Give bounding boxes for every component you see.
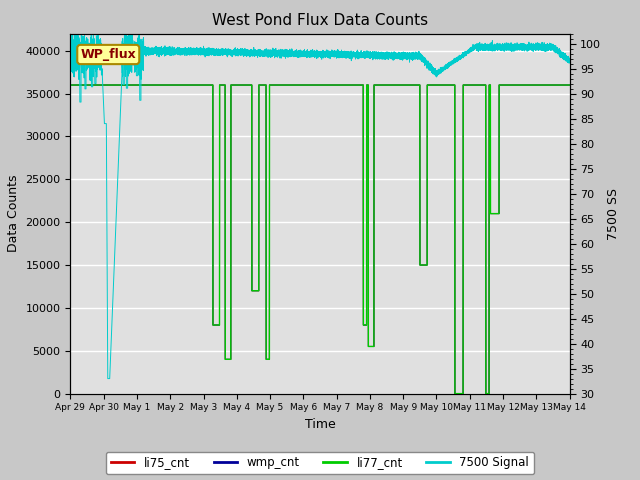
Y-axis label: 7500 SS: 7500 SS <box>607 188 620 240</box>
Text: WP_flux: WP_flux <box>81 48 136 61</box>
Title: West Pond Flux Data Counts: West Pond Flux Data Counts <box>212 13 428 28</box>
Legend: li75_cnt, wmp_cnt, li77_cnt, 7500 Signal: li75_cnt, wmp_cnt, li77_cnt, 7500 Signal <box>106 452 534 474</box>
Y-axis label: Data Counts: Data Counts <box>7 175 20 252</box>
X-axis label: Time: Time <box>305 418 335 431</box>
